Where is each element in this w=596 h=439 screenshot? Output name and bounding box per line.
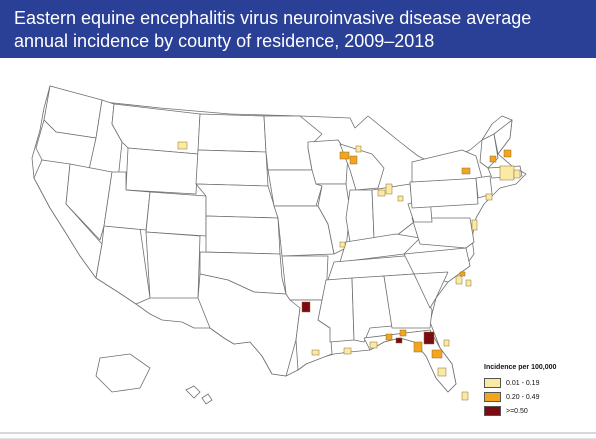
- county-low: [343, 347, 352, 355]
- county-medium: [489, 155, 497, 163]
- figure-title: Eastern equine encephalitis virus neuroi…: [14, 8, 532, 51]
- legend-label-low: 0.01 - 0.19: [506, 379, 540, 387]
- county-low: [485, 193, 493, 201]
- legend-item-high: >=0.50: [484, 405, 592, 417]
- bottom-divider: [0, 432, 596, 434]
- county-low: [177, 141, 188, 150]
- legend-label-high: >=0.50: [506, 407, 528, 415]
- county-medium: [339, 151, 350, 160]
- county-medium: [461, 167, 471, 175]
- map-legend: Incidence per 100,000 0.01 - 0.19 0.20 -…: [484, 364, 592, 419]
- county-low: [455, 275, 463, 285]
- county-low: [465, 279, 472, 287]
- county-low: [377, 189, 386, 197]
- title-bar: Eastern equine encephalitis virus neuroi…: [0, 0, 596, 58]
- county-high: [423, 331, 435, 345]
- county-low: [513, 169, 521, 179]
- legend-swatch-low: [484, 378, 501, 388]
- county-medium: [431, 349, 443, 359]
- county-medium: [503, 149, 512, 158]
- legend-swatch-high: [484, 406, 501, 416]
- county-high: [395, 337, 403, 344]
- county-low: [461, 391, 469, 401]
- legend-item-low: 0.01 - 0.19: [484, 377, 592, 389]
- county-low: [311, 349, 320, 356]
- legend-item-medium: 0.20 - 0.49: [484, 391, 592, 403]
- county-low: [499, 165, 515, 181]
- county-medium: [459, 271, 466, 277]
- state-outlines: [31, 85, 527, 393]
- offshore-states: [95, 353, 213, 405]
- county-low: [397, 195, 404, 202]
- county-medium: [385, 333, 393, 341]
- county-low: [443, 339, 450, 347]
- county-medium: [399, 329, 407, 337]
- county-low: [339, 241, 346, 248]
- county-low: [385, 183, 393, 195]
- county-low: [355, 145, 362, 153]
- county-low: [437, 367, 447, 377]
- map-svg: [31, 85, 527, 405]
- county-markers: [177, 141, 521, 401]
- us-county-map: [0, 58, 596, 430]
- legend-label-medium: 0.20 - 0.49: [506, 393, 540, 401]
- legend-swatch-medium: [484, 392, 501, 402]
- county-medium: [413, 341, 423, 353]
- county-medium: [349, 155, 358, 165]
- county-low: [369, 341, 378, 349]
- county-low: [471, 219, 478, 231]
- legend-title: Incidence per 100,000: [484, 364, 557, 371]
- county-high: [301, 301, 311, 313]
